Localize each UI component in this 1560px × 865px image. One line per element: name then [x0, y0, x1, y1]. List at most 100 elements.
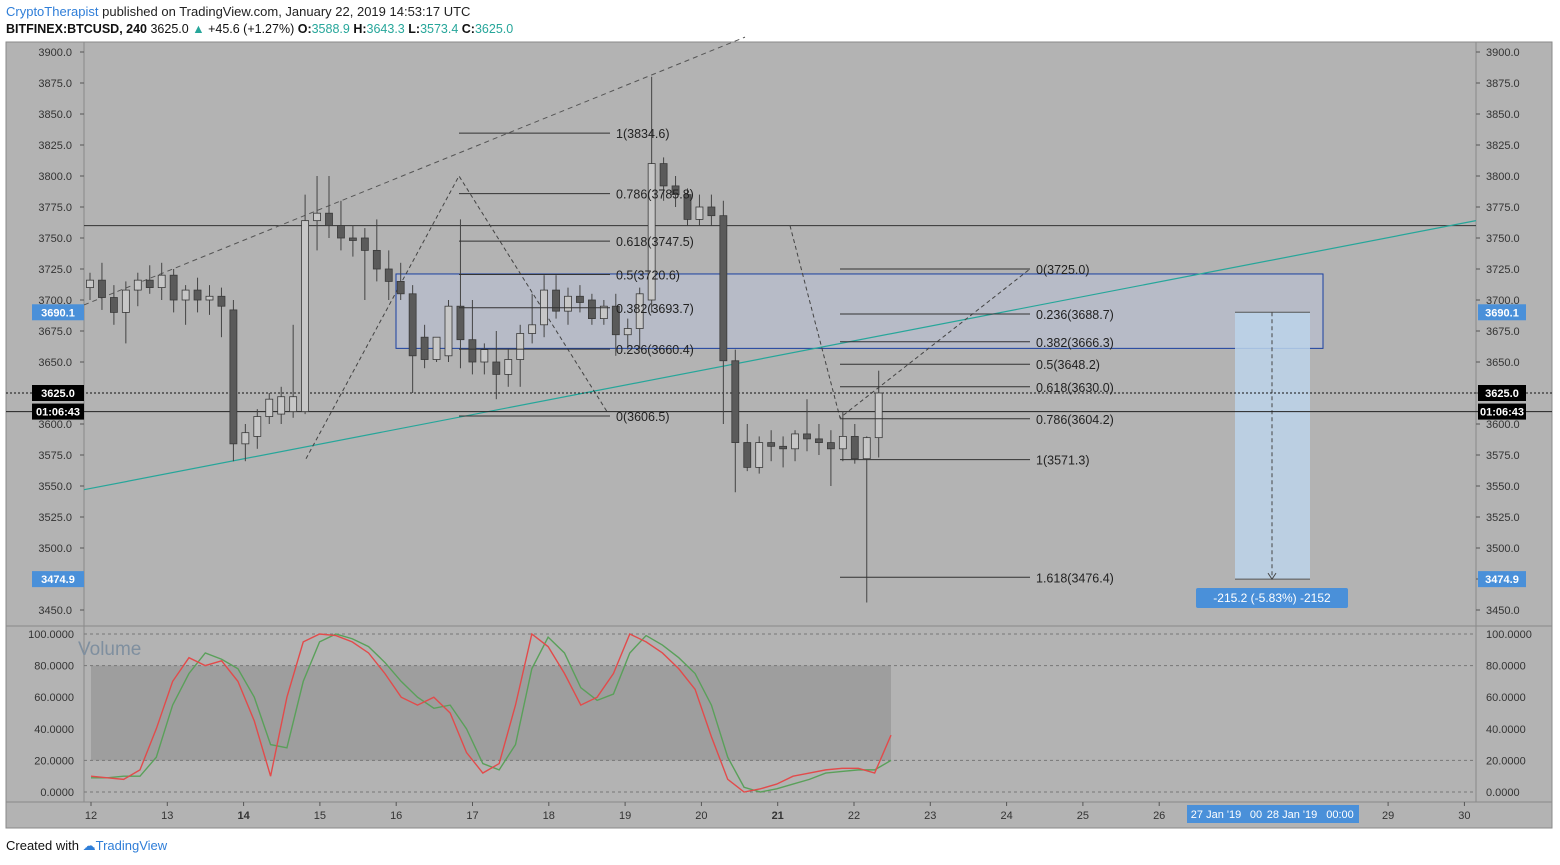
osc-tick-label-right: 40.0000	[1486, 724, 1526, 736]
tradingview-brand[interactable]: TradingView	[95, 838, 168, 853]
price-tick-label-left: 3450.0	[38, 605, 72, 617]
price-tick-label-right: 3650.0	[1486, 357, 1520, 369]
high-value: 3643.3	[366, 22, 405, 36]
price-chart[interactable]: 3900.0 3900.0 3875.0 3875.0 3850.0 3850.0 3825…	[0, 0, 1560, 830]
symbol-legend: BITFINEX:BTCUSD, 240 3625.0 ▲ +45.6 (+1.…	[6, 22, 513, 36]
countdown-right-badge	[1478, 403, 1526, 420]
author-link[interactable]: CryptoTherapist	[6, 4, 99, 19]
candle-body	[779, 445, 787, 450]
candle-body	[480, 349, 489, 363]
time-tick-label: 20	[695, 810, 707, 822]
candle-body	[253, 416, 262, 437]
target-bottom-right-badge	[1478, 571, 1526, 588]
osc-tick-label-right: 20.0000	[1486, 755, 1526, 767]
candle-body	[731, 360, 740, 444]
candle-body	[755, 442, 764, 468]
close-label: C:	[461, 22, 475, 36]
candle-body	[588, 299, 596, 320]
time-tick-label: 19	[619, 810, 631, 822]
created-with-text: Created with	[6, 838, 79, 853]
time-tick-label: 30	[1458, 810, 1470, 822]
osc-tick-label-right: 100.0000	[1486, 629, 1532, 641]
symbol-name[interactable]: BITFINEX:BTCUSD, 240	[6, 22, 147, 36]
candle-body	[576, 295, 584, 303]
zigzag-pattern-right	[789, 225, 1031, 419]
price-tick-label-right: 3850.0	[1486, 109, 1520, 121]
candle-body	[683, 194, 692, 220]
candle-body	[719, 215, 728, 362]
price-tick-label-left: 3525.0	[38, 512, 72, 524]
candle-body	[492, 361, 501, 375]
candle-body	[169, 274, 178, 301]
candle-body	[98, 279, 106, 298]
time-tick-label: 21	[772, 810, 784, 822]
candle-body	[815, 438, 823, 444]
close-value: 3625.0	[474, 22, 514, 36]
candle-body	[360, 237, 369, 251]
candle-body	[850, 435, 859, 460]
candle-body	[528, 324, 537, 334]
candle-body	[181, 289, 190, 301]
price-left-badge	[32, 385, 84, 401]
price-tick-label-left: 3775.0	[38, 202, 72, 214]
candle-body	[217, 295, 226, 307]
price-tick-label-right: 3450.0	[1486, 605, 1520, 617]
osc-tick-label-left: 0.0000	[40, 787, 74, 799]
countdown-right-text: 01:06:43	[1480, 407, 1524, 419]
candle-body	[695, 206, 704, 220]
candle-body	[110, 297, 118, 313]
price-right-text: 3625.0	[1485, 388, 1519, 400]
candle-body	[372, 249, 381, 270]
fib-right-level-label: 1.618(3476.4)	[1036, 571, 1114, 585]
fib-right-level-label: 0(3725.0)	[1036, 263, 1090, 277]
price-tick-label-left: 3875.0	[38, 78, 72, 90]
osc-tick-label-left: 80.0000	[34, 661, 74, 673]
published-text: published on TradingView.com, January 22…	[102, 4, 471, 19]
price-tick-label-right: 3725.0	[1486, 264, 1520, 276]
candle-body	[827, 442, 835, 450]
candle-body	[599, 305, 608, 320]
candle-body	[456, 305, 465, 341]
candle-body	[325, 212, 333, 226]
price-tick-label-left: 3575.0	[38, 450, 72, 462]
fib-left-level-label: 1(3834.6)	[616, 127, 670, 141]
oscillator-band-fill	[91, 665, 891, 761]
candle-body	[348, 237, 357, 241]
candle-body	[767, 442, 776, 447]
fib-right-level-label: 0.236(3688.7)	[1036, 308, 1114, 322]
price-tick-label-right: 3500.0	[1486, 543, 1520, 555]
price-tick-label-right: 3775.0	[1486, 202, 1520, 214]
oscillator-title: Volume	[78, 639, 141, 660]
time-range-tag: 27 Jan '19	[1191, 809, 1241, 821]
price-tick-label-right: 3550.0	[1486, 481, 1520, 493]
time-tick-label: 22	[848, 810, 860, 822]
price-tick-label-right: 3900.0	[1486, 47, 1520, 59]
time-tick-label: 18	[543, 810, 555, 822]
candle-body	[552, 289, 560, 312]
time-tick-label: 13	[161, 810, 173, 822]
fib-left-level-label: 0.618(3747.5)	[616, 235, 694, 249]
price-tick-label-right: 3750.0	[1486, 233, 1520, 245]
candle-body	[313, 212, 321, 222]
fib-right-level-label: 0.786(3604.2)	[1036, 413, 1114, 427]
price-tick-label-left: 3675.0	[38, 326, 72, 338]
candle-body	[384, 268, 393, 282]
price-tick-label-right: 3700.0	[1486, 295, 1520, 307]
candle-body	[157, 274, 166, 289]
price-change: +45.6 (+1.27%)	[208, 22, 295, 36]
osc-tick-label-right: 60.0000	[1486, 692, 1526, 704]
stoch-d-line	[91, 633, 892, 793]
candle-body	[803, 433, 811, 440]
fib-right-level-label: 0.5(3648.2)	[1036, 358, 1100, 372]
upper-channel-dashed-line	[83, 36, 746, 306]
candle-body	[229, 309, 238, 445]
publish-info: CryptoTherapist published on TradingView…	[6, 4, 470, 19]
target-bottom-left-text: 3474.9	[41, 574, 75, 586]
supply-zone-box	[395, 273, 1324, 349]
osc-tick-label-left: 100.0000	[28, 629, 74, 641]
candle-body	[193, 289, 202, 301]
candle-body	[420, 336, 429, 360]
measure-label-badge	[1196, 588, 1348, 608]
fib-right-level-label: 1(3571.3)	[1036, 454, 1090, 468]
candle-body	[862, 437, 871, 460]
